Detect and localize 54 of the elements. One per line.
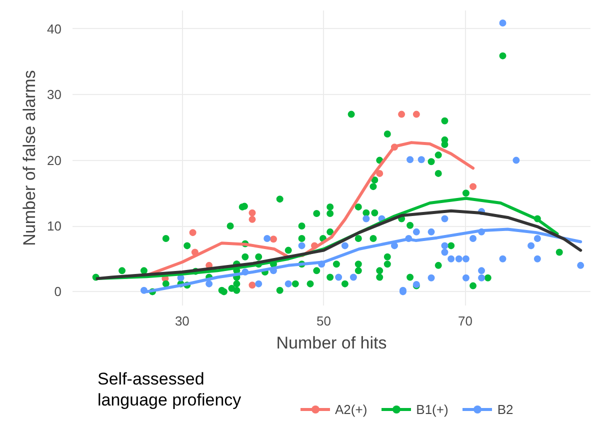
legend-label: B2 — [497, 402, 514, 416]
point — [428, 274, 435, 282]
point — [376, 170, 384, 177]
point — [255, 280, 262, 288]
point — [577, 262, 584, 269]
point — [350, 274, 357, 281]
point — [478, 267, 486, 274]
point — [478, 274, 486, 282]
legend-label: B1(+) — [416, 402, 448, 416]
point — [335, 274, 342, 281]
point — [189, 229, 196, 236]
point — [298, 242, 306, 250]
x-axis-title: Number of hits — [276, 334, 387, 352]
point — [499, 19, 506, 26]
x-tick-label: 30 — [174, 314, 190, 328]
legend-title: Self-assessed language profiency — [98, 370, 242, 410]
point — [248, 209, 256, 216]
point — [248, 282, 256, 289]
point — [455, 255, 462, 262]
point — [528, 242, 535, 250]
point — [512, 156, 520, 164]
point — [248, 216, 256, 223]
point — [441, 215, 448, 222]
point — [418, 156, 425, 164]
legend-label: A2(+) — [335, 402, 368, 416]
y-tick-label: 40 — [47, 21, 62, 36]
y-tick-label: 0 — [54, 284, 62, 300]
point — [470, 183, 477, 190]
point — [206, 280, 213, 288]
point — [428, 228, 435, 236]
point — [362, 215, 370, 222]
x-tick-label: 70 — [458, 314, 472, 328]
y-axis-title: Number of false alarms — [20, 70, 40, 246]
point — [462, 274, 470, 282]
y-tick-label: 20 — [47, 152, 62, 168]
point — [398, 110, 406, 118]
point — [284, 280, 292, 288]
point — [499, 255, 506, 262]
y-tick-label: 10 — [47, 218, 62, 234]
point — [534, 255, 541, 262]
point — [441, 242, 448, 250]
point — [462, 255, 470, 262]
point — [341, 242, 348, 250]
point — [264, 234, 271, 242]
point — [412, 228, 420, 236]
point — [470, 234, 477, 242]
x-tick-label: 50 — [316, 314, 331, 328]
point — [441, 248, 448, 256]
point — [270, 236, 277, 243]
y-tick-label: 30 — [47, 87, 62, 102]
point — [534, 234, 541, 242]
point — [448, 255, 455, 262]
point — [406, 156, 414, 164]
point — [412, 110, 420, 118]
